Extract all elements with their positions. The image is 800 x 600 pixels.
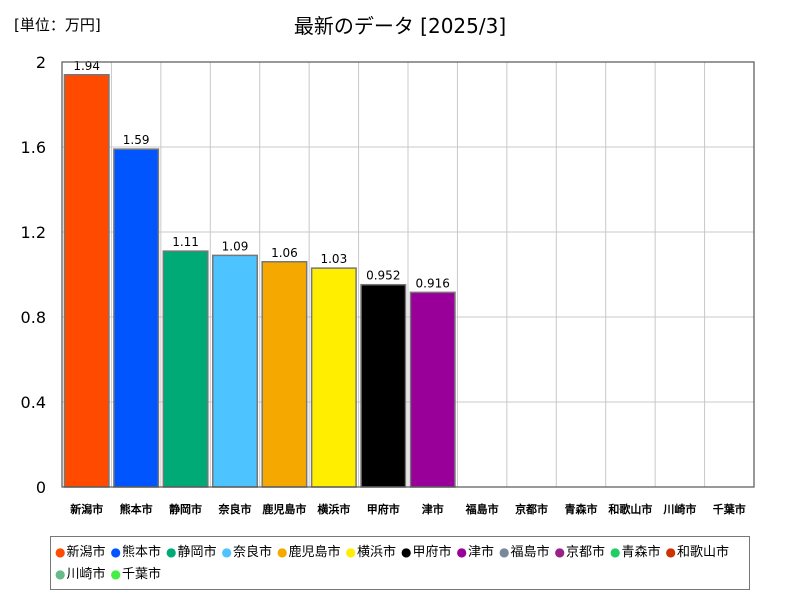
legend-item: ●和歌山市 bbox=[666, 541, 730, 560]
legend-marker-icon: ● bbox=[55, 545, 66, 559]
bar bbox=[261, 261, 308, 488]
x-tick-label: 熊本市 bbox=[120, 502, 153, 516]
legend-label: 青森市 bbox=[621, 545, 661, 560]
data-label: 1.03 bbox=[320, 252, 347, 266]
legend-marker-icon: ● bbox=[110, 545, 121, 559]
legend-marker-icon: ● bbox=[110, 567, 121, 581]
x-tick-label: 福島市 bbox=[465, 502, 499, 516]
legend-label: 福島市 bbox=[510, 545, 550, 560]
x-tick-label: 和歌山市 bbox=[608, 502, 652, 516]
y-tick-label: 0 bbox=[36, 478, 46, 497]
legend-item: ●新潟市 bbox=[55, 541, 106, 560]
x-tick-label: 甲府市 bbox=[367, 502, 400, 516]
data-label: 1.59 bbox=[123, 133, 150, 147]
legend-item: ●青森市 bbox=[610, 541, 661, 560]
legend-label: 京都市 bbox=[565, 545, 605, 560]
legend-item: ●京都市 bbox=[555, 541, 606, 560]
legend-marker-icon: ● bbox=[401, 545, 412, 559]
legend-marker-icon: ● bbox=[221, 545, 232, 559]
legend-marker-icon: ● bbox=[456, 545, 467, 559]
legend-marker-icon: ● bbox=[499, 545, 510, 559]
legend-item: ●奈良市 bbox=[222, 541, 273, 560]
chart-title: 最新のデータ [2025/3] bbox=[293, 14, 507, 38]
data-label: 1.09 bbox=[222, 239, 249, 253]
x-tick-label: 奈良市 bbox=[218, 502, 252, 516]
legend-item: ●横浜市 bbox=[346, 541, 397, 560]
x-tick-label: 新潟市 bbox=[70, 502, 103, 516]
y-tick-label: 0.4 bbox=[21, 393, 46, 412]
legend-label: 横浜市 bbox=[356, 545, 396, 560]
legend-item: ●鹿児島市 bbox=[277, 541, 341, 560]
y-tick-label: 0.8 bbox=[21, 308, 46, 327]
y-tick-label: 1.2 bbox=[21, 223, 46, 242]
legend-marker-icon: ● bbox=[55, 567, 66, 581]
bar bbox=[212, 254, 258, 488]
data-label: 1.06 bbox=[271, 246, 298, 260]
legend-marker-icon: ● bbox=[277, 545, 288, 559]
legend-label: 熊本市 bbox=[121, 545, 161, 560]
legend-label: 奈良市 bbox=[232, 545, 272, 560]
legend-item: ●甲府市 bbox=[401, 541, 452, 560]
legend-item: ●千葉市 bbox=[111, 563, 162, 582]
data-label: 1.94 bbox=[73, 59, 100, 73]
bar bbox=[113, 148, 160, 488]
legend-label: 静岡市 bbox=[177, 545, 217, 560]
x-tick-label: 京都市 bbox=[515, 502, 548, 516]
data-label: 1.11 bbox=[172, 235, 199, 249]
plot-border bbox=[61, 61, 755, 488]
data-label: 0.916 bbox=[416, 276, 450, 290]
legend-label: 千葉市 bbox=[121, 567, 161, 582]
y-tick-label: 2 bbox=[36, 53, 46, 72]
x-tick-label: 川崎市 bbox=[662, 502, 696, 516]
bar bbox=[63, 74, 110, 488]
legend-marker-icon: ● bbox=[554, 545, 565, 559]
bar bbox=[162, 250, 209, 488]
legend-marker-icon: ● bbox=[665, 545, 676, 559]
x-tick-label: 鹿児島市 bbox=[262, 502, 306, 516]
bar bbox=[409, 291, 456, 488]
legend-item: ●津市 bbox=[457, 541, 495, 560]
legend-label: 甲府市 bbox=[412, 545, 452, 560]
legend-item: ●静岡市 bbox=[166, 541, 217, 560]
bar bbox=[360, 283, 407, 488]
unit-label: [単位：万円] bbox=[14, 16, 101, 34]
legend-label: 新潟市 bbox=[66, 545, 106, 560]
x-tick-label: 千葉市 bbox=[713, 502, 746, 516]
legend-item: ●福島市 bbox=[499, 541, 550, 560]
bar-chart: 0 0.4 0.8 1.2 1.6 2 1.94 新潟市 1.59 熊本市 1.11 静岡市 1.09 奈… bbox=[21, 53, 755, 516]
legend-marker-icon: ● bbox=[610, 545, 621, 559]
legend-item: ●川崎市 bbox=[55, 563, 106, 582]
legend-label: 和歌山市 bbox=[676, 545, 729, 560]
legend-marker-icon: ● bbox=[345, 545, 356, 559]
legend-label: 津市 bbox=[467, 545, 494, 560]
x-tick-label: 静岡市 bbox=[169, 502, 202, 516]
legend: ●新潟市 ●熊本市 ●静岡市 ●奈良市 ●鹿児島市 ●横浜市 ●甲府市 ●津市 ●福島市 ●京都市… bbox=[50, 536, 750, 590]
legend-item: ●熊本市 bbox=[111, 541, 162, 560]
x-tick-label: 青森市 bbox=[565, 502, 598, 516]
legend-label: 鹿児島市 bbox=[288, 545, 341, 560]
data-label: 0.952 bbox=[366, 269, 400, 283]
x-tick-label: 津市 bbox=[422, 502, 444, 516]
bar bbox=[310, 267, 357, 488]
legend-marker-icon: ● bbox=[166, 545, 177, 559]
legend-label: 川崎市 bbox=[66, 567, 106, 582]
y-tick-label: 1.6 bbox=[21, 138, 46, 157]
x-tick-label: 横浜市 bbox=[317, 502, 350, 516]
